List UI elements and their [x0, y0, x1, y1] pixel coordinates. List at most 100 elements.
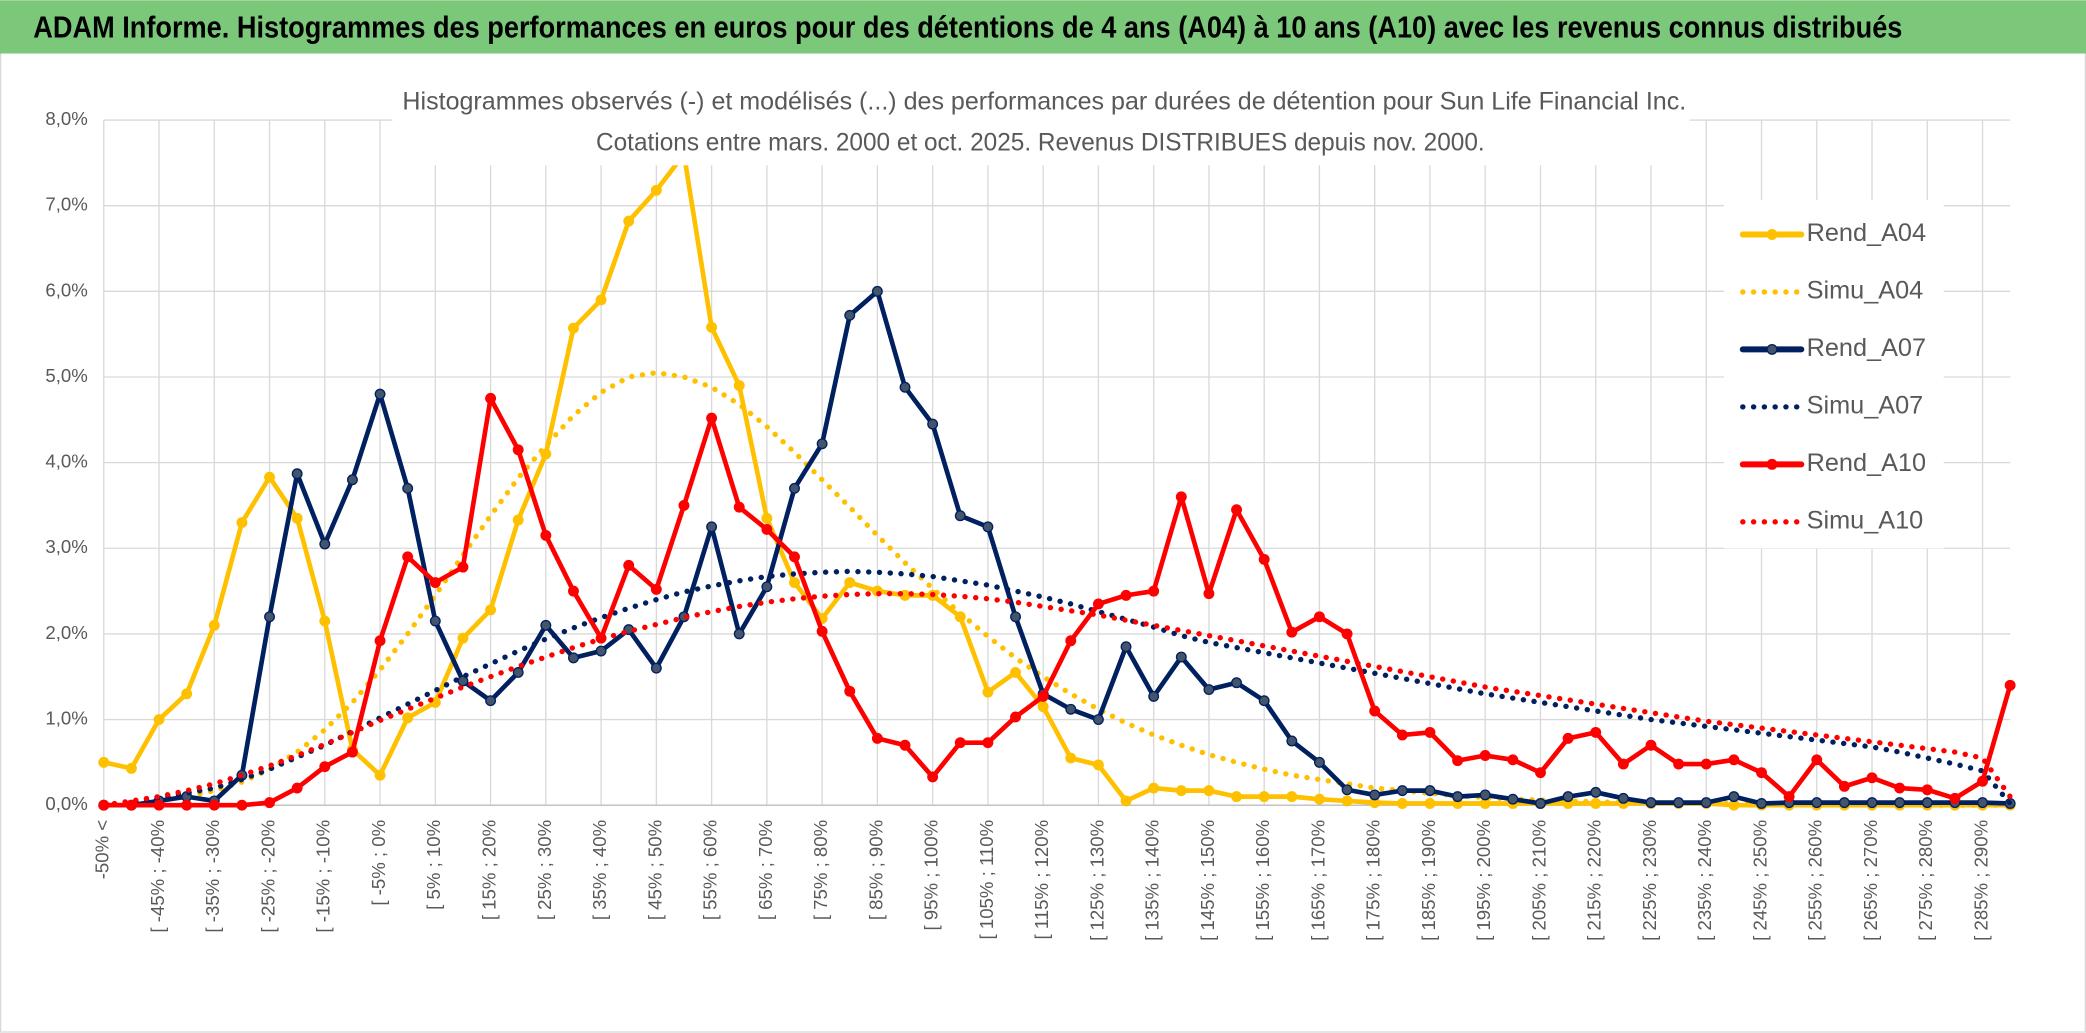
series-point: [1148, 585, 1160, 597]
series-point: [1838, 797, 1850, 809]
x-tick-label: [ 285% ; 290%: [1970, 820, 1991, 941]
series-point: [153, 799, 165, 811]
series-point: [595, 294, 607, 306]
x-tick-label: [ -35% ; -30%: [202, 820, 223, 933]
y-tick-label: 2,0%: [45, 622, 87, 643]
x-tick-label: [ 75% ; 80%: [810, 820, 831, 920]
x-tick-label: [ 115% ; 120%: [1031, 820, 1052, 940]
series-point: [512, 666, 524, 678]
x-tick-label: [ 35% ; 40%: [589, 820, 610, 920]
series-point: [1894, 782, 1906, 794]
series-point: [1479, 789, 1491, 801]
series-point: [871, 285, 883, 297]
series-point: [1120, 589, 1132, 601]
series-point: [153, 714, 165, 726]
series-point: [1286, 791, 1298, 803]
chart-subtitle: Cotations entre mars. 2000 et oct. 2025.…: [596, 129, 1485, 157]
series-point: [1424, 798, 1436, 809]
series-point: [706, 521, 718, 533]
series-point: [291, 468, 303, 480]
series-point: [1838, 780, 1850, 792]
x-tick-label: [ 235% ; 240%: [1694, 820, 1715, 941]
y-tick-label: 8,0%: [45, 108, 87, 129]
series-point: [291, 782, 303, 794]
series-point: [1092, 598, 1104, 610]
series-point: [706, 412, 718, 424]
series-point: [319, 615, 331, 627]
series-point: [844, 685, 856, 697]
title-background: [392, 80, 1690, 166]
legend-background: [1724, 199, 1944, 549]
series-point: [1120, 641, 1132, 653]
series-point: [1783, 791, 1795, 803]
series-point: [595, 645, 607, 657]
series-point: [1728, 754, 1740, 766]
series-point: [871, 732, 883, 744]
series-point: [1258, 553, 1270, 565]
series-point: [125, 799, 137, 811]
series-point: [1921, 797, 1933, 809]
series-point: [208, 799, 220, 811]
x-tick-label: [ 85% ; 90%: [865, 820, 886, 920]
series-point: [1037, 701, 1049, 713]
series-point: [1728, 791, 1740, 803]
series-point: [927, 418, 939, 430]
series-point: [650, 662, 662, 674]
series-point: [1866, 772, 1878, 784]
header-bar: [0, 0, 2086, 54]
x-tick-label: [ 175% ; 180%: [1363, 820, 1384, 941]
series-point: [1452, 755, 1464, 767]
y-tick-label: 3,0%: [45, 536, 87, 557]
header-title: ADAM Informe. Histogrammes des performan…: [33, 11, 1902, 45]
series-point: [1507, 754, 1519, 766]
series-point: [1065, 703, 1077, 715]
series-point: [1700, 797, 1712, 809]
series-point: [485, 604, 497, 616]
series-point: [1120, 795, 1132, 807]
series-point: [1065, 752, 1077, 764]
series-point: [1258, 695, 1270, 707]
series-point: [1313, 793, 1325, 805]
series-point: [789, 577, 800, 588]
series-point: [706, 321, 718, 333]
series-point: [568, 652, 579, 664]
series-point: [1645, 739, 1657, 751]
y-tick-label: 6,0%: [45, 279, 87, 300]
series-point: [1673, 758, 1685, 770]
series-point: [1977, 775, 1988, 787]
series-point: [1507, 793, 1519, 805]
series-point: [650, 583, 662, 595]
series-point: [1148, 782, 1160, 794]
series-point: [1396, 729, 1408, 741]
series-point: [402, 712, 414, 724]
series-point: [789, 482, 800, 494]
series-point: [1369, 705, 1381, 717]
series-point: [1949, 792, 1961, 804]
series-line: [101, 396, 2013, 808]
series-point: [1065, 635, 1077, 647]
legend-label: Simu_A07: [1807, 392, 1924, 420]
series-point: [319, 538, 331, 550]
series-point: [429, 577, 441, 588]
series-point: [264, 471, 275, 483]
series-line: [101, 590, 2013, 808]
series-point: [1286, 735, 1298, 747]
series-point: [319, 761, 331, 773]
series-point: [1203, 785, 1215, 797]
x-tick-label: -50% <: [92, 820, 113, 879]
x-tick-label: [ 45% ; 50%: [644, 820, 665, 920]
series-point: [982, 686, 994, 698]
x-tick-label: [ 95% ; 100%: [921, 820, 942, 931]
series-point: [1203, 588, 1215, 600]
series-point: [1617, 792, 1629, 804]
x-tick-label: [ -25% ; -20%: [257, 820, 278, 933]
series-point: [1700, 758, 1712, 770]
x-tick-label: [ -5% ; 0%: [368, 820, 389, 906]
series-point: [1673, 797, 1685, 809]
x-tick-label: [ 55% ; 60%: [700, 820, 721, 920]
series-point: [1010, 711, 1021, 723]
series-point: [650, 184, 662, 196]
series-point: [761, 523, 773, 535]
series-point: [374, 388, 386, 400]
